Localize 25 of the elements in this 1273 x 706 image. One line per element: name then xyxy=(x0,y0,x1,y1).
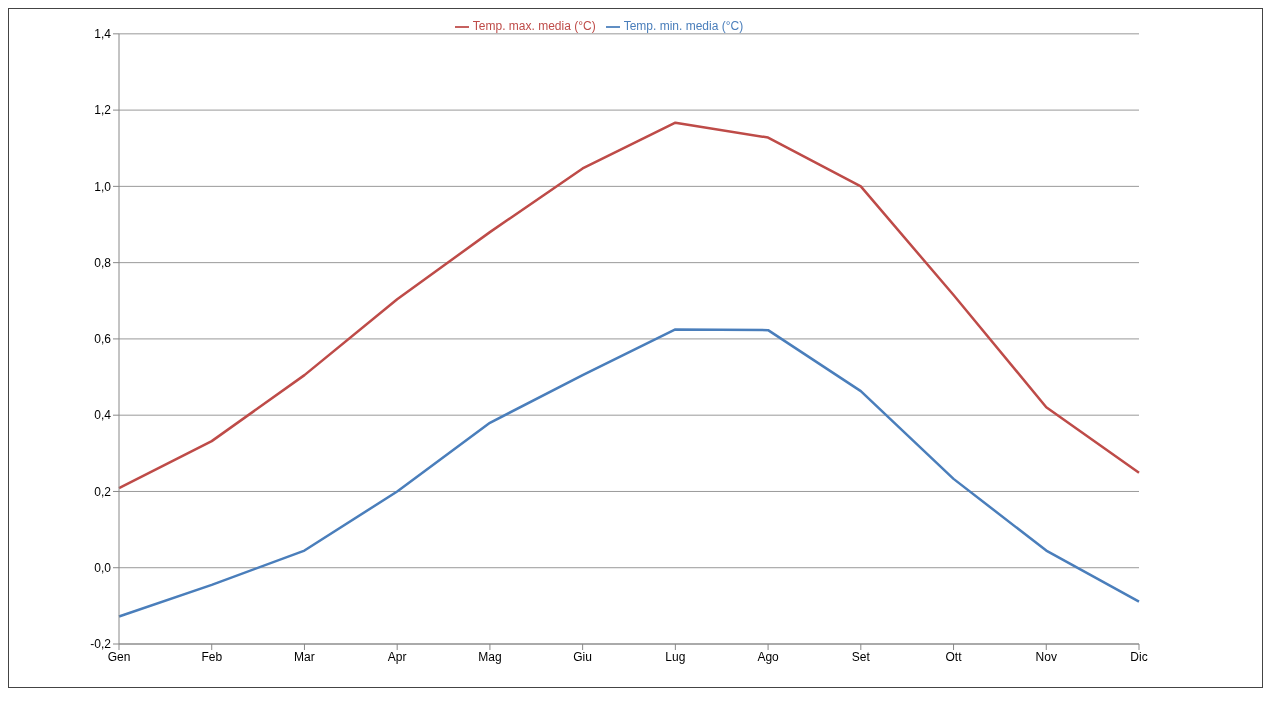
x-tick-label: Ott xyxy=(945,649,963,664)
x-tick-label: Dic xyxy=(1130,649,1148,664)
legend-label: Temp. min. media (°C) xyxy=(623,19,744,33)
x-tick-label: Nov xyxy=(1035,649,1057,664)
y-tick-label: 1,4 xyxy=(94,27,112,42)
x-tick-label: Gen xyxy=(107,649,131,664)
x-tick-label: Ago xyxy=(757,649,780,664)
y-tick-label: 0,8 xyxy=(94,255,112,270)
y-tick-label: 1,0 xyxy=(94,179,112,194)
y-tick-label: 0,6 xyxy=(94,332,112,347)
y-tick-label: -0,2 xyxy=(90,637,112,652)
y-tick-label: 0,2 xyxy=(94,484,112,499)
x-tick-label: Mar xyxy=(294,649,315,664)
x-tick-label: Giu xyxy=(573,649,592,664)
x-tick-label: Feb xyxy=(201,649,223,664)
line-series xyxy=(117,121,1141,490)
y-tick-label: 1,2 xyxy=(94,103,112,118)
x-tick-label: Apr xyxy=(387,649,407,664)
x-tick-label: Set xyxy=(851,649,871,664)
x-tick-label: Lug xyxy=(665,649,686,664)
legend-label: Temp. max. media (°C) xyxy=(472,19,596,33)
x-tick-label: Mag xyxy=(478,649,502,664)
y-tick-label: 0,4 xyxy=(94,408,112,423)
line-series xyxy=(117,328,1141,618)
y-tick-label: 0,0 xyxy=(94,560,112,575)
